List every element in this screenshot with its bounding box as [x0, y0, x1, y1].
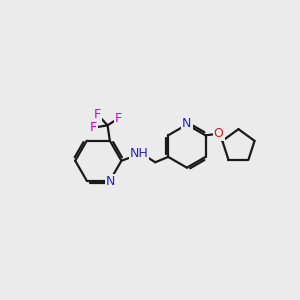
- Text: NH: NH: [130, 147, 148, 160]
- Text: N: N: [106, 175, 115, 188]
- Text: F: F: [94, 108, 101, 121]
- Text: F: F: [115, 112, 122, 125]
- Text: O: O: [214, 127, 224, 140]
- Text: F: F: [90, 121, 97, 134]
- Text: N: N: [182, 117, 191, 130]
